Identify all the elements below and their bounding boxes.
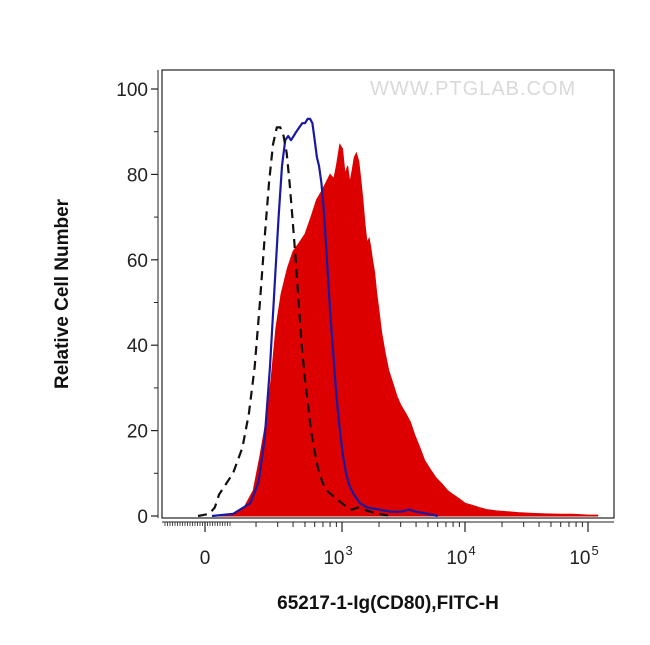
plot-area [197,117,599,518]
y-tick-label: 0 [137,507,148,528]
cd80-stained-histogram [216,143,599,517]
x-tick-label: 103 [323,543,352,569]
x-tick-label: 0 [200,548,211,569]
watermark-text: WWW.PTGLAB.COM [370,78,576,100]
y-tick-label: 40 [127,336,148,357]
y-tick-label: 60 [127,251,148,272]
isotype-control-histogram [211,117,438,518]
unstained-control-histogram [197,126,392,518]
x-tick-label: 104 [446,543,475,569]
x-tick-label: 105 [569,543,598,569]
y-tick-label: 20 [127,422,148,443]
y-tick-label: 100 [116,80,148,101]
x-axis: 0 103 104 105 [162,521,614,569]
y-axis-title: Relative Cell Number [52,198,73,389]
y-tick-label: 80 [127,165,148,186]
x-axis-title: 65217-1-Ig(CD80),FITC-H [277,593,499,614]
y-axis: 0 20 40 60 80 100 [116,70,159,528]
plot-frame [161,69,615,519]
